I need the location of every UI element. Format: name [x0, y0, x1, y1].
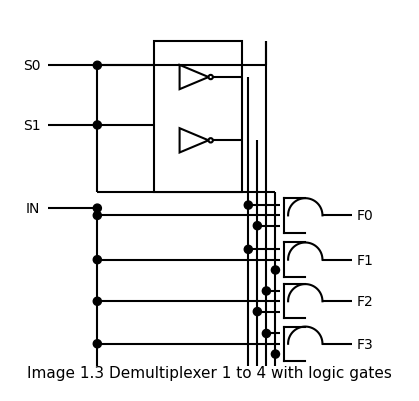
- Text: F1: F1: [357, 253, 374, 267]
- Circle shape: [93, 298, 101, 306]
- Text: S0: S0: [23, 59, 40, 73]
- Text: F0: F0: [357, 209, 374, 223]
- Circle shape: [272, 350, 279, 358]
- Circle shape: [93, 205, 101, 213]
- Circle shape: [262, 287, 271, 295]
- Circle shape: [93, 122, 101, 130]
- Circle shape: [272, 266, 279, 274]
- Circle shape: [93, 212, 101, 220]
- Circle shape: [93, 256, 101, 264]
- Circle shape: [244, 246, 252, 254]
- Text: F3: F3: [357, 337, 374, 351]
- Text: F2: F2: [357, 294, 374, 308]
- Circle shape: [244, 201, 252, 210]
- Bar: [154, 42, 242, 192]
- Text: Image 1.3 Demultiplexer 1 to 4 with logic gates: Image 1.3 Demultiplexer 1 to 4 with logi…: [27, 365, 392, 380]
- Circle shape: [93, 62, 101, 70]
- Text: S1: S1: [23, 119, 40, 133]
- Text: IN: IN: [26, 202, 40, 216]
- Circle shape: [253, 308, 261, 316]
- Circle shape: [262, 330, 271, 338]
- Circle shape: [93, 340, 101, 348]
- Circle shape: [253, 222, 261, 230]
